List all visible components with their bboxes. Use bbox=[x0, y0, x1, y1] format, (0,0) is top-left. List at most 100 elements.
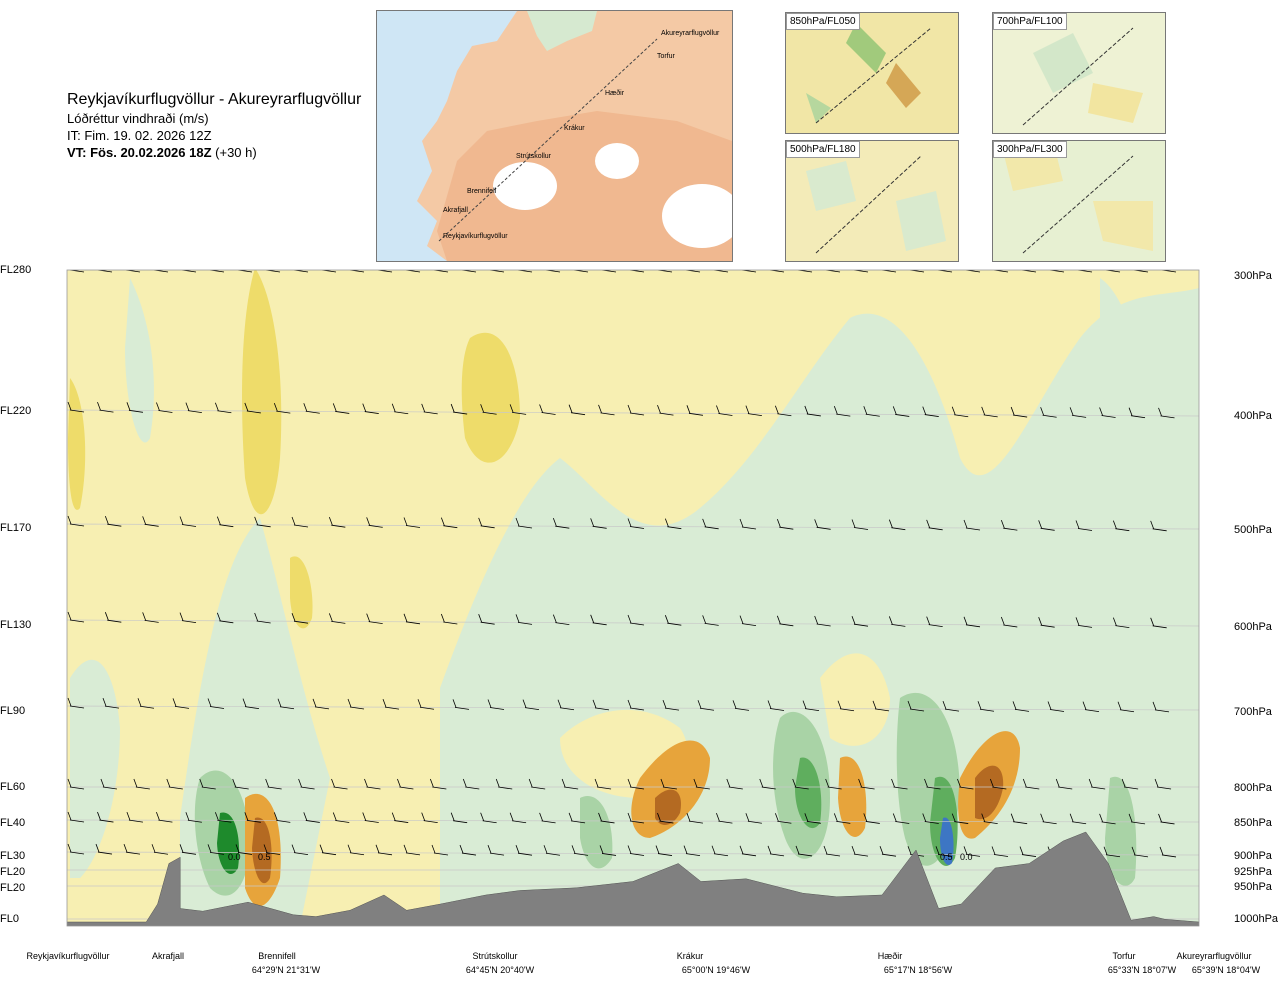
wind-barb-feather bbox=[391, 403, 396, 412]
wind-barb-shaft bbox=[144, 523, 159, 527]
wind-barb-feather bbox=[254, 516, 259, 525]
wind-barb-shaft bbox=[1157, 786, 1172, 790]
wind-barb-shaft bbox=[779, 623, 794, 627]
wind-barb-feather bbox=[214, 812, 219, 821]
wind-barb-feather bbox=[1112, 520, 1117, 529]
wind-barb-shaft bbox=[1042, 821, 1057, 825]
wind-barb-flag bbox=[323, 270, 331, 271]
wind-barb-feather bbox=[664, 518, 669, 527]
contour-label: 0.0 bbox=[228, 852, 241, 862]
wind-barb-flag bbox=[1051, 270, 1059, 271]
wind-barb-shaft bbox=[453, 820, 468, 824]
wind-barb-shaft bbox=[874, 708, 890, 712]
map-label-reykjavik: Reykjavíkurflugvöllur bbox=[443, 233, 508, 240]
wind-barb-feather bbox=[1040, 407, 1045, 416]
wind-barb-shaft bbox=[979, 708, 995, 712]
waypoint-coord: 65°33'N 18°07'W bbox=[1107, 965, 1177, 975]
wind-barb-feather bbox=[156, 812, 160, 821]
wind-barb-shaft bbox=[1091, 786, 1106, 790]
hpa-label: 700hPa bbox=[1234, 706, 1272, 718]
wind-barb-feather bbox=[216, 516, 221, 525]
wind-barb-feather bbox=[543, 845, 548, 854]
wind-barb-shaft bbox=[893, 786, 908, 790]
wind-barb-shaft bbox=[366, 786, 381, 790]
fl-label: FL30 bbox=[0, 850, 26, 862]
map-label-strutskollur: Strútskollur bbox=[516, 153, 552, 160]
wind-barb-shaft bbox=[1160, 821, 1175, 825]
wind-barb-feather bbox=[265, 778, 270, 788]
wind-barb-feather bbox=[739, 615, 744, 624]
wind-barb-shaft bbox=[959, 786, 974, 790]
wind-barb-feather bbox=[263, 844, 268, 853]
wind-barb-feather bbox=[951, 813, 956, 822]
wind-barb-shaft bbox=[234, 786, 249, 790]
wind-barb-feather bbox=[515, 614, 520, 623]
panel-850-svg bbox=[786, 13, 958, 133]
wind-barb-flag bbox=[631, 270, 639, 271]
wind-barb-feather bbox=[792, 778, 797, 788]
wind-barb-feather bbox=[397, 778, 401, 788]
wind-barb-shaft bbox=[777, 820, 792, 824]
wind-barb-feather bbox=[403, 844, 408, 854]
sink-region bbox=[820, 653, 890, 746]
wind-barb-shaft bbox=[394, 820, 409, 823]
wind-barb-shaft bbox=[512, 820, 527, 824]
wind-barb-feather bbox=[837, 700, 842, 709]
waypoint-coord: 64°45'N 20°40'W bbox=[465, 965, 535, 975]
wind-barb-shaft bbox=[461, 852, 477, 856]
wind-barb-feather bbox=[657, 812, 661, 822]
wind-barb-feather bbox=[957, 778, 961, 788]
wind-barb-feather bbox=[989, 778, 994, 788]
wind-barb-shaft bbox=[482, 411, 497, 415]
wind-barb-shaft bbox=[1077, 528, 1093, 531]
wind-barb-shaft bbox=[276, 819, 291, 823]
wind-barb-shaft bbox=[983, 414, 998, 418]
wind-barb-feather bbox=[312, 698, 317, 708]
contour-label: 0.5 bbox=[940, 852, 953, 862]
hpa-label: 950hPa bbox=[1234, 881, 1272, 893]
wind-barb-shaft bbox=[181, 524, 197, 527]
waypoint-coord: 65°17'N 18°56'W bbox=[883, 965, 953, 975]
wind-barb-feather bbox=[804, 813, 809, 822]
wind-barb-flag bbox=[1023, 270, 1031, 271]
wind-barb-shaft bbox=[600, 412, 615, 416]
wind-barb-shaft bbox=[718, 820, 733, 824]
wind-barb-shaft bbox=[433, 852, 449, 856]
rise-strong-region bbox=[580, 796, 613, 869]
wind-barb-feather bbox=[487, 844, 492, 854]
wind-barb-shaft bbox=[779, 526, 794, 530]
wind-barb-feather bbox=[1069, 813, 1074, 822]
panel-700-svg bbox=[993, 13, 1165, 133]
wind-barb-shaft bbox=[564, 786, 579, 790]
wind-barb-shaft bbox=[713, 853, 729, 857]
wind-barb-feather bbox=[879, 846, 884, 855]
wind-barb-shaft bbox=[659, 820, 674, 824]
wind-barb-feather bbox=[179, 516, 184, 525]
wind-barb-feather bbox=[888, 519, 893, 528]
wind-barb-shaft bbox=[99, 409, 114, 413]
wind-barb-flag bbox=[799, 270, 807, 271]
wind-barb-feather bbox=[795, 845, 800, 855]
wind-barb-shaft bbox=[321, 852, 337, 856]
wind-barb-feather bbox=[804, 405, 809, 415]
wind-barb-feather bbox=[627, 518, 632, 527]
wind-barb-feather bbox=[364, 778, 368, 788]
wind-barb-shaft bbox=[1105, 854, 1121, 858]
wind-barb-shaft bbox=[629, 820, 645, 824]
wind-barb-feather bbox=[693, 778, 698, 788]
wind-barb-feather bbox=[515, 517, 520, 527]
wind-barb-shaft bbox=[865, 821, 880, 824]
wind-barb-shaft bbox=[265, 852, 281, 855]
wind-barb-shaft bbox=[1072, 821, 1087, 825]
wind-barb-feather bbox=[627, 812, 632, 822]
wind-barb-feather bbox=[1150, 617, 1155, 626]
wind-barb-feather bbox=[851, 616, 856, 625]
wind-barb-shaft bbox=[881, 853, 897, 857]
wind-barb-feather bbox=[277, 698, 282, 707]
cross-section-chart: 0.0 0.5 0.5 0.0 bbox=[66, 269, 1200, 927]
wind-barb-flag bbox=[771, 270, 779, 271]
wind-barb-shaft bbox=[983, 821, 998, 825]
wind-barb-shaft bbox=[1115, 625, 1130, 628]
wind-barb-feather bbox=[450, 812, 455, 821]
wind-barb-shaft bbox=[349, 706, 365, 710]
